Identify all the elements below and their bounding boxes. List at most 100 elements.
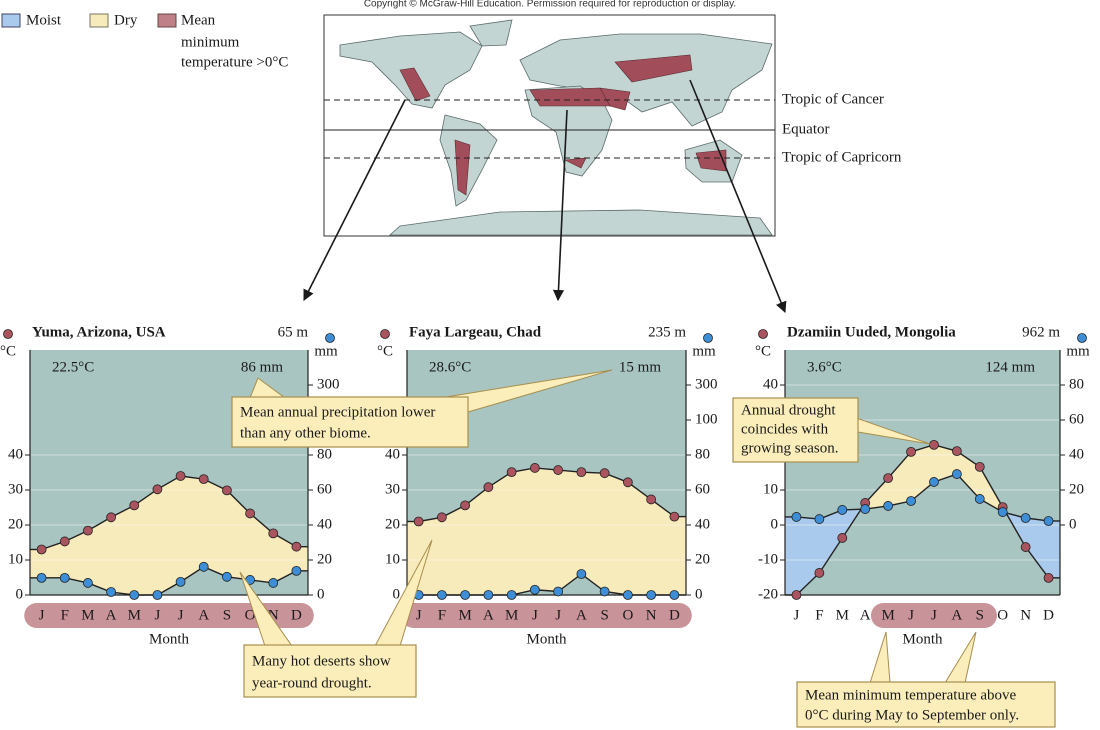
- data-point: [622, 590, 633, 600]
- data-point: [997, 507, 1008, 517]
- y2-tick-label: 40: [1069, 446, 1084, 462]
- callout-text: Mean annual precipitation lower: [240, 404, 435, 420]
- y2-tick-label: 0: [317, 586, 325, 602]
- precipitation-key: [703, 333, 713, 343]
- legend-swatch: [89, 13, 109, 28]
- y2-tick-label: 20: [1069, 481, 1084, 497]
- y2-tick-label: 80: [317, 446, 332, 462]
- x-tick-label: F: [61, 607, 69, 623]
- x-tick-label: N: [646, 607, 657, 623]
- y-tick-label: 40: [385, 446, 400, 462]
- y-axis-unit: °C: [0, 343, 16, 359]
- callout-pointer: [869, 631, 891, 684]
- warm-months-band: [401, 603, 692, 628]
- data-point: [883, 501, 894, 511]
- data-point: [506, 590, 517, 600]
- mean-temperature: 28.6°C: [429, 359, 471, 375]
- arrow: [689, 79, 787, 314]
- legend-swatch: [1, 13, 21, 28]
- x-axis-label: Month: [149, 631, 190, 647]
- data-point: [576, 569, 587, 579]
- data-point: [791, 590, 802, 600]
- x-tick-label: M: [505, 607, 518, 623]
- data-point: [83, 525, 93, 536]
- temperature-key: [758, 329, 768, 339]
- overlap-area: [785, 474, 1060, 595]
- data-point: [646, 590, 657, 600]
- data-point: [599, 468, 610, 479]
- data-point: [974, 461, 985, 472]
- x-tick-label: J: [178, 607, 184, 623]
- y-tick-label: 40: [763, 376, 778, 392]
- continent: [388, 209, 773, 236]
- desert-region: [399, 67, 431, 102]
- data-point: [245, 508, 255, 519]
- x-axis-label: Month: [902, 631, 943, 647]
- mean-temperature: 3.6°C: [807, 359, 842, 375]
- callout-box: [243, 644, 417, 698]
- data-point: [553, 465, 564, 475]
- y2-tick-label: 20: [317, 551, 332, 567]
- x-axis-label: Month: [526, 631, 567, 647]
- data-point: [669, 590, 680, 600]
- x-tick-label: A: [576, 607, 587, 623]
- station-name: Dzamiin Uuded, Mongolia: [787, 324, 956, 340]
- data-point: [198, 474, 209, 485]
- data-point: [929, 439, 939, 450]
- callouts: Mean annual precipitation lower than any…: [231, 369, 1056, 728]
- data-point: [814, 568, 825, 578]
- x-tick-label: N: [268, 607, 279, 623]
- x-tick-label: J: [154, 607, 160, 623]
- data-point: [436, 590, 447, 600]
- x-tick-label: S: [976, 607, 984, 623]
- x-tick-label: J: [416, 607, 422, 623]
- callout-text: coincides with: [741, 421, 829, 437]
- data-point: [175, 576, 186, 587]
- data-point: [553, 586, 564, 597]
- data-point: [483, 482, 494, 493]
- station-name: Faya Largeau, Chad: [409, 324, 542, 340]
- mean-temperature: 22.5°C: [52, 359, 94, 375]
- y2-tick-label: 40: [695, 516, 710, 532]
- map-line-label: Equator: [782, 121, 829, 137]
- precipitation-key: [325, 333, 335, 343]
- data-point: [1043, 572, 1054, 583]
- legend-label: Moist: [26, 12, 62, 28]
- data-point: [599, 586, 610, 597]
- callout-text: Mean minimum temperature above: [805, 687, 1017, 703]
- data-point: [36, 544, 47, 555]
- callout-box: [231, 396, 469, 448]
- y-tick-label: 40: [8, 446, 23, 462]
- temperature-key: [380, 329, 390, 339]
- y-tick-label: -20: [758, 586, 778, 602]
- legend: Moist Dry Mean minimum temperature >0°C: [1, 12, 288, 70]
- x-tick-label: N: [1020, 607, 1031, 623]
- y-tick-label: 10: [763, 481, 778, 497]
- y2-axis-unit: mm: [692, 343, 716, 359]
- data-point: [152, 484, 163, 495]
- data-point: [646, 494, 657, 505]
- data-point: [860, 504, 871, 514]
- x-tick-label: J: [931, 607, 937, 623]
- x-tick-label: J: [39, 607, 45, 623]
- x-tick-label: M: [128, 607, 141, 623]
- temperature-key: [3, 329, 13, 339]
- data-point: [814, 514, 825, 524]
- data-point: [436, 512, 447, 523]
- x-tick-label: J: [532, 607, 538, 623]
- data-point: [951, 446, 962, 457]
- callout-text: than any other biome.: [240, 425, 371, 441]
- callout-text: growing season.: [741, 440, 839, 456]
- x-tick-label: J: [908, 607, 914, 623]
- world-map: Tropic of Cancer Equator Tropic of Capri…: [323, 14, 902, 237]
- callout-box: [796, 681, 1056, 728]
- x-tick-label: M: [836, 607, 849, 623]
- x-tick-label: D: [669, 607, 680, 623]
- data-point: [460, 500, 471, 511]
- data-point: [951, 469, 962, 479]
- climate-diagram: -20-10010203040020406080Dzamiin Uuded, M…: [755, 324, 1090, 647]
- data-point: [129, 590, 140, 600]
- desert-region: [454, 139, 471, 196]
- copyright: Copyright © McGraw-Hill Education. Permi…: [364, 0, 736, 10]
- y-tick-label: 0: [771, 516, 779, 532]
